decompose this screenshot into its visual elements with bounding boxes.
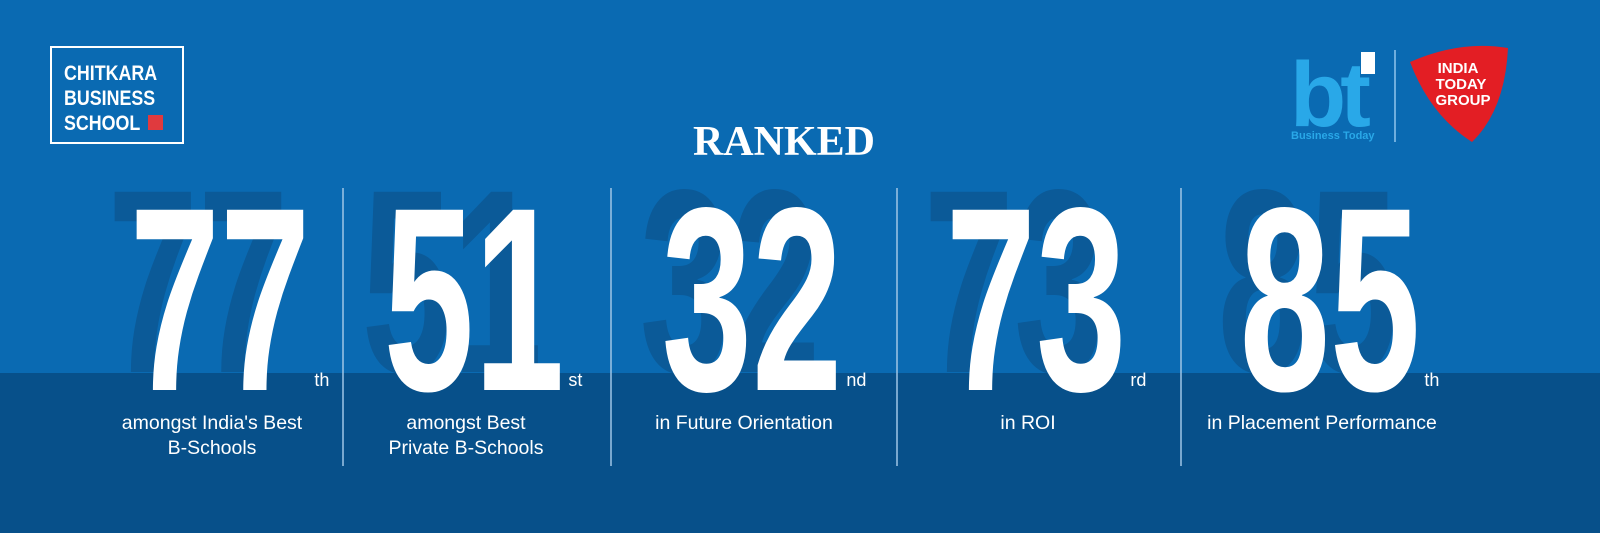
rank-number-shadow: 51	[362, 136, 543, 428]
bt-caption: Business Today	[1291, 130, 1375, 142]
rank-suffix: nd	[846, 370, 866, 390]
rank-number: 51	[384, 154, 565, 446]
itg-line: GROUP	[1435, 92, 1490, 109]
rank-number: 77	[130, 154, 311, 446]
rank-number-shadow: 73	[924, 136, 1105, 428]
rank-description: in Future Orientation	[655, 412, 833, 434]
rank-number-shadow: 32	[640, 136, 821, 428]
rank-suffix: rd	[1130, 370, 1146, 390]
rank-number-shadow: 85	[1218, 136, 1399, 428]
bt-mark	[1361, 52, 1375, 74]
rank-number: 32	[662, 154, 843, 446]
rank-description: amongst Best	[406, 412, 526, 434]
rank-number-shadow: 77	[108, 136, 289, 428]
rank-description: in Placement Performance	[1207, 412, 1437, 434]
rank-description: amongst India's Best	[122, 412, 303, 434]
heading: RANKED	[693, 119, 875, 165]
rank-number: 85	[1240, 154, 1421, 446]
itg-shield	[1410, 45, 1508, 142]
logo-line: BUSINESS	[64, 87, 155, 111]
bg-bottom	[0, 373, 1600, 533]
logo-frame	[50, 46, 184, 144]
bg-top	[0, 0, 1600, 373]
itg-line: TODAY	[1436, 76, 1487, 93]
rank-suffix: th	[314, 370, 329, 390]
rank-number: 73	[946, 154, 1127, 446]
rank-description: B-Schools	[168, 437, 257, 459]
rank-description: in ROI	[1000, 412, 1055, 434]
rank-suffix: th	[1424, 370, 1439, 390]
rank-suffix: st	[568, 370, 582, 390]
itg-line: INDIA	[1438, 60, 1479, 77]
rank-description: Private B-Schools	[389, 437, 544, 459]
logo-line: SCHOOL	[64, 112, 140, 136]
logo-line: CHITKARA	[64, 62, 157, 86]
logo-icon	[148, 115, 163, 130]
